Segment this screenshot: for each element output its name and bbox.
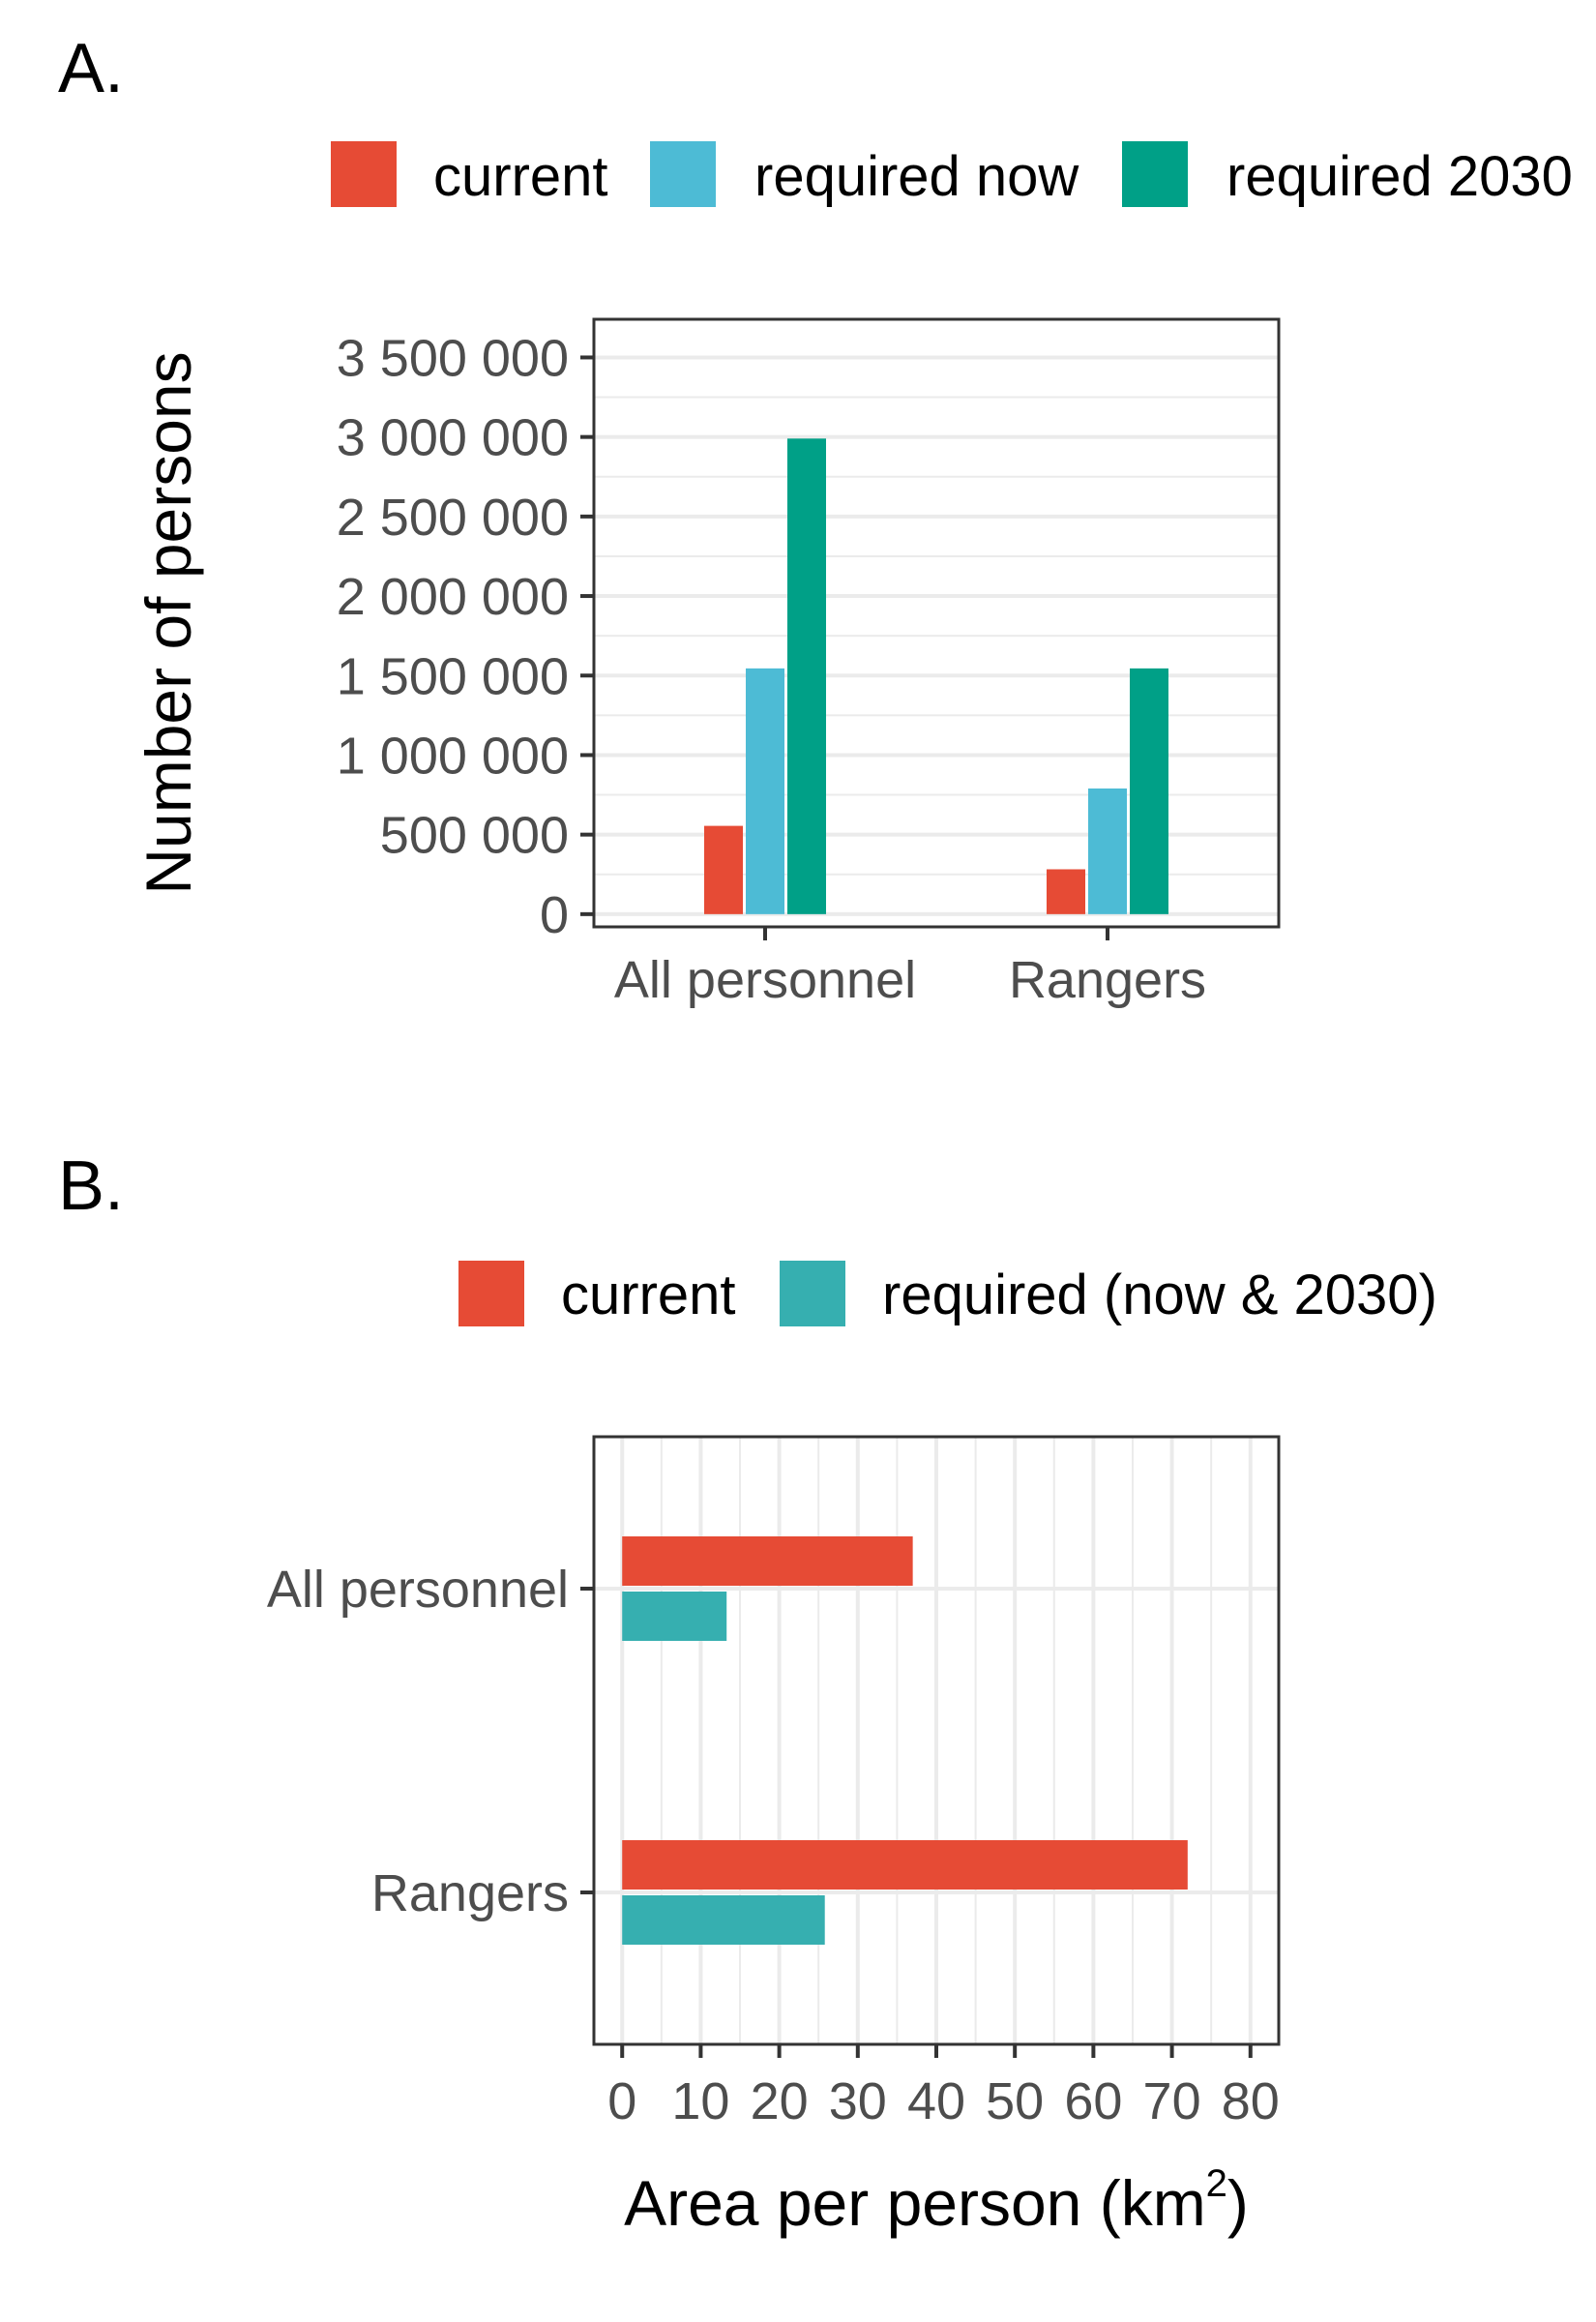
panel-a-legend-key-required-2030 [1122, 141, 1188, 207]
panel-a-x-axis: All personnel Rangers [614, 927, 1206, 1009]
panel-a-legend-key-required-now [650, 141, 716, 207]
panel-b-x-tick-label: 30 [829, 2072, 887, 2130]
panel-a-y-tick-label: 2 000 000 [337, 568, 569, 626]
panel-a-bar-all-personnel-required-2030 [787, 438, 826, 914]
panel-a-bar-all-personnel-required-now [746, 668, 784, 914]
panel-b-legend-key-required [780, 1261, 845, 1326]
panel-b-y-tick-label-rangers: Rangers [371, 1864, 569, 1922]
panel-b-x-tick-label: 20 [751, 2072, 809, 2130]
panel-a-legend-key-current [331, 141, 397, 207]
panel-b-bar-rangers-current [622, 1840, 1188, 1890]
panel-b-y-axis: All personnel Rangers [267, 1561, 594, 1922]
panel-a-y-tick-label: 500 000 [380, 807, 569, 865]
panel-b-x-tick-label: 10 [671, 2072, 729, 2130]
panel-b-x-tick-label: 0 [607, 2072, 636, 2130]
panel-b-legend-label-current: current [561, 1264, 736, 1326]
panel-a-x-tick-label-rangers: Rangers [1009, 951, 1206, 1009]
panel-a-gridlines [594, 355, 1279, 916]
panel-a-bar-all-personnel-current [704, 825, 743, 914]
panel-a-y-tick-label: 1 500 000 [337, 647, 569, 705]
panel-a-x-tick-label-all-personnel: All personnel [614, 951, 916, 1009]
panel-b-x-tick-label: 70 [1143, 2072, 1201, 2130]
panel-b-label: B. [58, 1147, 124, 1225]
panel-b-x-tick-label: 50 [986, 2072, 1044, 2130]
panel-a-bar-rangers-required-2030 [1130, 668, 1168, 914]
panel-a-y-tick-label: 1 000 000 [337, 727, 569, 785]
panel-a-legend-label-current: current [433, 145, 608, 208]
panel-b-x-axis-title-suffix: ) [1227, 2167, 1249, 2239]
panel-a-bar-rangers-current [1047, 869, 1085, 914]
panel-b-legend: current required (now & 2030) [458, 1261, 1437, 1326]
panel-a-label: A. [58, 30, 124, 107]
panel-a-bar-rangers-required-now [1088, 788, 1127, 914]
panel-a: A. current required now required 2030 0 5… [58, 30, 1573, 1009]
panel-a-y-tick-label: 2 500 000 [337, 489, 569, 547]
panel-a-y-axis-title: Number of persons [133, 351, 204, 894]
panel-b-gridlines [594, 1437, 1279, 2044]
panel-a-legend: current required now required 2030 [331, 141, 1573, 208]
panel-b-x-tick-label: 80 [1222, 2072, 1280, 2130]
panel-a-y-axis: 0 500 000 1 000 000 1 500 000 2 000 000 2 500… [337, 329, 594, 944]
panel-b-x-axis-title-main: Area per person (km [624, 2167, 1206, 2239]
panel-a-y-tick-label: 3 500 000 [337, 329, 569, 387]
panel-b-x-axis: 0 10 20 30 40 50 60 70 80 [607, 2044, 1280, 2130]
panel-b-x-tick-label: 40 [907, 2072, 965, 2130]
panel-b-bars [622, 1536, 1188, 1945]
panel-b-x-axis-title: Area per person (km2) [624, 2162, 1249, 2239]
panel-b-x-tick-label: 60 [1064, 2072, 1122, 2130]
panel-a-bars [704, 438, 1168, 914]
panel-a-legend-label-required-2030: required 2030 [1227, 145, 1573, 208]
panel-b-bar-all-personnel-required-now-2030 [622, 1592, 727, 1641]
panel-b-bar-all-personnel-current [622, 1536, 913, 1586]
panel-b-y-tick-label-all-personnel: All personnel [267, 1561, 569, 1619]
panel-a-y-tick-label: 3 000 000 [337, 409, 569, 467]
panel-b-x-axis-title-superscript: 2 [1206, 2162, 1227, 2205]
panel-b: B. current required (now & 2030) All per… [58, 1147, 1437, 2239]
panel-a-legend-label-required-now: required now [754, 145, 1079, 208]
panel-b-bar-rangers-required-now-2030 [622, 1895, 825, 1945]
panel-a-plot-border [592, 317, 1281, 929]
panel-b-legend-label-required: required (now & 2030) [882, 1264, 1437, 1326]
panel-a-y-tick-label: 0 [540, 886, 569, 944]
panel-b-legend-key-current [458, 1261, 524, 1326]
